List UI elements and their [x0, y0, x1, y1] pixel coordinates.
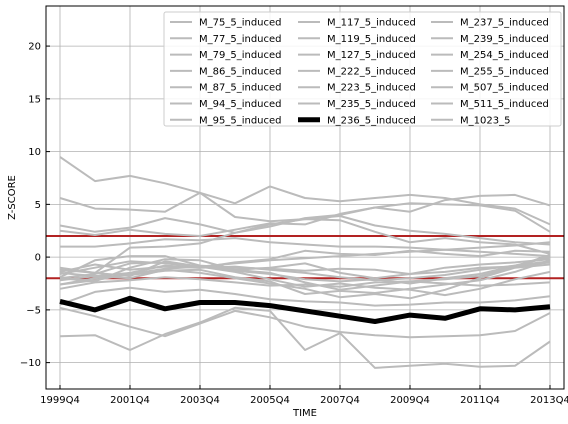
series-lines: [59, 156, 551, 369]
y-tick-label: 10: [28, 147, 41, 158]
legend-label: M_117_5_induced: [327, 18, 416, 29]
legend-box: [163, 11, 562, 127]
series-line-m-239-5-induced: [59, 263, 551, 300]
legend-label: M_119_5_induced: [327, 34, 416, 45]
legend-label: M_94_5_induced: [199, 99, 282, 110]
series-line-m-119-5-induced: [59, 258, 551, 283]
y-tick-label: 15: [28, 94, 41, 105]
legend-label: M_507_5_induced: [460, 83, 549, 94]
series-line-m-507-5-induced: [59, 306, 551, 369]
y-tick-label: 5: [35, 200, 41, 211]
x-axis-title: TIME: [292, 408, 317, 419]
x-tick-label: 2003Q4: [180, 395, 220, 406]
series-line-m-127-5-induced: [59, 256, 551, 285]
series-line-m-255-5-induced: [59, 306, 551, 339]
legend-label: M_77_5_induced: [199, 34, 282, 45]
series-line-m-117-5-induced: [59, 255, 551, 279]
series-line-m-86-5-induced: [59, 202, 551, 237]
series-line-m-222-5-induced: [59, 254, 551, 291]
legend-label: M_75_5_induced: [199, 18, 282, 29]
y-tick-label: −5: [26, 305, 41, 316]
legend-label: M_255_5_induced: [460, 66, 549, 77]
x-tick-label: 2007Q4: [320, 395, 360, 406]
legend-label: M_222_5_induced: [327, 66, 416, 77]
legend-label: M_95_5_induced: [199, 115, 282, 126]
series-line-m-1023-5: [59, 241, 551, 286]
legend-label: M_237_5_induced: [460, 18, 549, 29]
legend-label: M_127_5_induced: [327, 50, 416, 61]
legend-label: M_235_5_induced: [327, 99, 416, 110]
legend: M_75_5_induced M_77_5_induced M_79_5_induc…: [163, 11, 562, 127]
y-axis-title: Z-SCORE: [7, 175, 18, 220]
series-line-m-236-5-induced: [59, 295, 551, 324]
x-tick-label: 2005Q4: [250, 395, 290, 406]
legend-label: M_1023_5: [460, 115, 510, 126]
x-tick-label: 2013Q4: [530, 395, 568, 406]
series-line-m-254-5-induced: [59, 286, 551, 307]
legend-label: M_87_5_induced: [199, 83, 282, 94]
x-tick-label: 1999Q4: [40, 395, 80, 406]
legend-label: M_239_5_induced: [460, 34, 549, 45]
series-line-m-75-5-induced: [59, 156, 551, 226]
legend-label: M_511_5_induced: [460, 99, 549, 110]
y-tick-label: 0: [35, 253, 41, 264]
legend-label: M_223_5_induced: [327, 83, 416, 94]
y-tick-label: 20: [28, 42, 41, 53]
series-line-m-511-5-induced: [59, 261, 551, 297]
legend-label: M_236_5_induced: [327, 115, 416, 126]
y-tick-label: −10: [20, 358, 41, 369]
series-line-m-87-5-induced: [60, 237, 551, 258]
series-line-m-237-5-induced: [59, 276, 551, 290]
legend-label: M_86_5_induced: [199, 66, 282, 77]
axis-ticks: 1999Q4 2001Q4 2003Q4 2005Q4 2007Q4 2009Q4 2011…: [20, 42, 568, 406]
legend-label: M_79_5_induced: [199, 50, 282, 61]
x-tick-label: 2009Q4: [390, 395, 430, 406]
series-line-m-94-5-induced: [59, 193, 551, 274]
plot-frame: [45, 5, 565, 390]
series-line-m-235-5-induced: [59, 260, 551, 282]
legend-label: M_254_5_induced: [460, 50, 549, 61]
x-tick-label: 2001Q4: [110, 395, 150, 406]
x-tick-label: 2011Q4: [460, 395, 500, 406]
